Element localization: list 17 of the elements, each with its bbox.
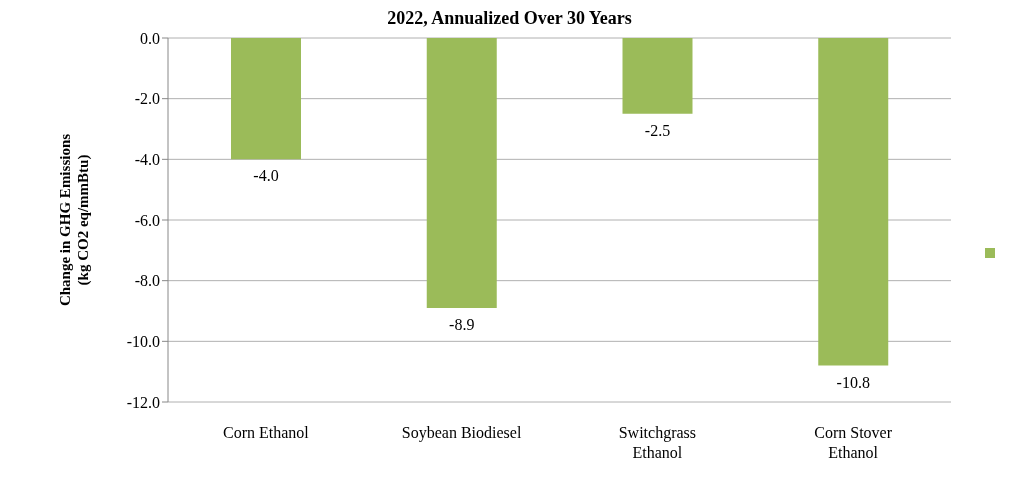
x-tick-label: Soybean Biodiesel (401, 424, 522, 442)
y-tick-label: -6.0 (134, 211, 160, 229)
y-tick-label: 0.0 (140, 29, 160, 47)
chart-title: 2022, Annualized Over 30 Years (386, 8, 633, 29)
y-tick-label: -8.0 (134, 272, 160, 290)
y-axis-title: Change in GHG Emissions (kg CO2 eq/mmBtu) (57, 133, 92, 307)
data-label: -2.5 (644, 121, 671, 139)
data-label: -10.8 (836, 373, 870, 391)
y-tick-label: -4.0 (134, 151, 160, 169)
x-tick-label: Corn Ethanol (222, 424, 310, 441)
data-label: -8.9 (449, 315, 475, 333)
y-tick-label: -2.0 (134, 90, 160, 108)
x-tick-label: Switchgrass Ethanol (618, 424, 697, 461)
y-tick-label: -10.0 (126, 333, 160, 351)
y-tick-label: -12.0 (126, 393, 160, 411)
data-label: -4.0 (253, 167, 279, 185)
x-tick-label: Corn Stover Ethanol (814, 424, 893, 461)
